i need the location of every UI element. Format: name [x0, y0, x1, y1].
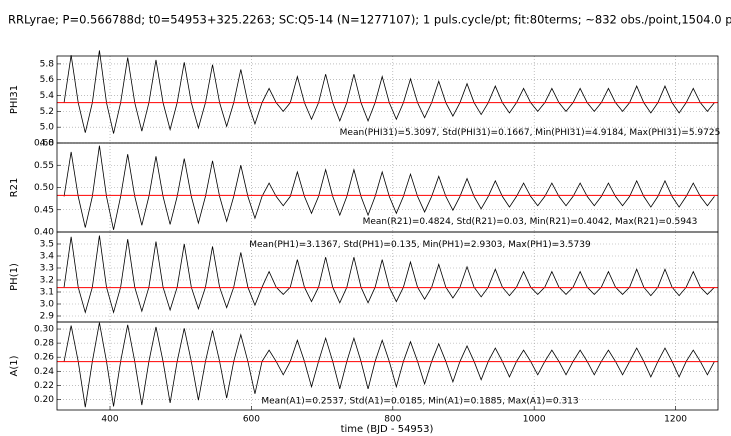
- y-tick-label: 0.40: [34, 228, 54, 238]
- y-tick-label: 2.9: [40, 312, 55, 322]
- y-tick-label: 3.1: [40, 288, 54, 298]
- y-tick-label: 0.22: [34, 381, 54, 391]
- y-tick-label: 5.2: [40, 107, 54, 117]
- y-tick-label: 0.30: [34, 325, 54, 335]
- x-tick-label: 1000: [523, 415, 546, 425]
- x-tick-label: 400: [101, 415, 118, 425]
- y-tick-label: 4.8: [40, 139, 55, 149]
- annotation: Mean(R21)=0.4824, Std(R21)=0.03, Min(R21…: [363, 217, 698, 227]
- y-axis-label: PHI31: [9, 85, 20, 114]
- x-tick-label: 800: [384, 415, 401, 425]
- y-tick-label: 5.8: [40, 59, 55, 69]
- x-tick-label: 600: [243, 415, 260, 425]
- data-line: [63, 322, 715, 408]
- y-tick-label: 0.20: [34, 395, 54, 405]
- y-tick-label: 5.4: [40, 91, 55, 101]
- y-tick-label: 5.0: [40, 123, 55, 133]
- annotation: Mean(PHI31)=5.3097, Std(PHI31)=0.1667, M…: [340, 128, 721, 138]
- y-tick-label: 3.5: [40, 240, 54, 250]
- data-line: [63, 50, 715, 134]
- annotation: Mean(PH1)=3.1367, Std(PH1)=0.135, Min(PH…: [249, 240, 591, 250]
- y-tick-label: 3.2: [40, 276, 54, 286]
- y-tick-label: 3.3: [40, 264, 54, 274]
- y-tick-label: 3.0: [40, 300, 55, 310]
- y-tick-label: 0.26: [34, 353, 54, 363]
- data-line: [63, 145, 715, 230]
- panel-frame: [56, 321, 719, 411]
- y-axis-label: A(1): [9, 355, 20, 376]
- y-tick-label: 3.4: [40, 252, 55, 262]
- annotation: Mean(A1)=0.2537, Std(A1)=0.0185, Min(A1)…: [261, 397, 578, 407]
- x-tick-label: 1200: [664, 415, 687, 425]
- y-tick-label: 0.50: [34, 183, 54, 193]
- chart-title: RRLyrae; P=0.566788d; t0=54953+325.2263;…: [8, 13, 731, 27]
- y-axis-label: R21: [9, 178, 20, 198]
- x-axis-label: time (BJD - 54953): [341, 424, 434, 435]
- y-tick-label: 0.55: [34, 161, 54, 171]
- y-tick-label: 0.45: [34, 205, 54, 215]
- y-tick-label: 0.24: [34, 367, 54, 377]
- y-axis-label: PH(1): [9, 263, 20, 291]
- y-tick-label: 5.6: [40, 75, 55, 85]
- y-tick-label: 0.60: [34, 139, 54, 149]
- y-tick-label: 0.28: [34, 339, 54, 349]
